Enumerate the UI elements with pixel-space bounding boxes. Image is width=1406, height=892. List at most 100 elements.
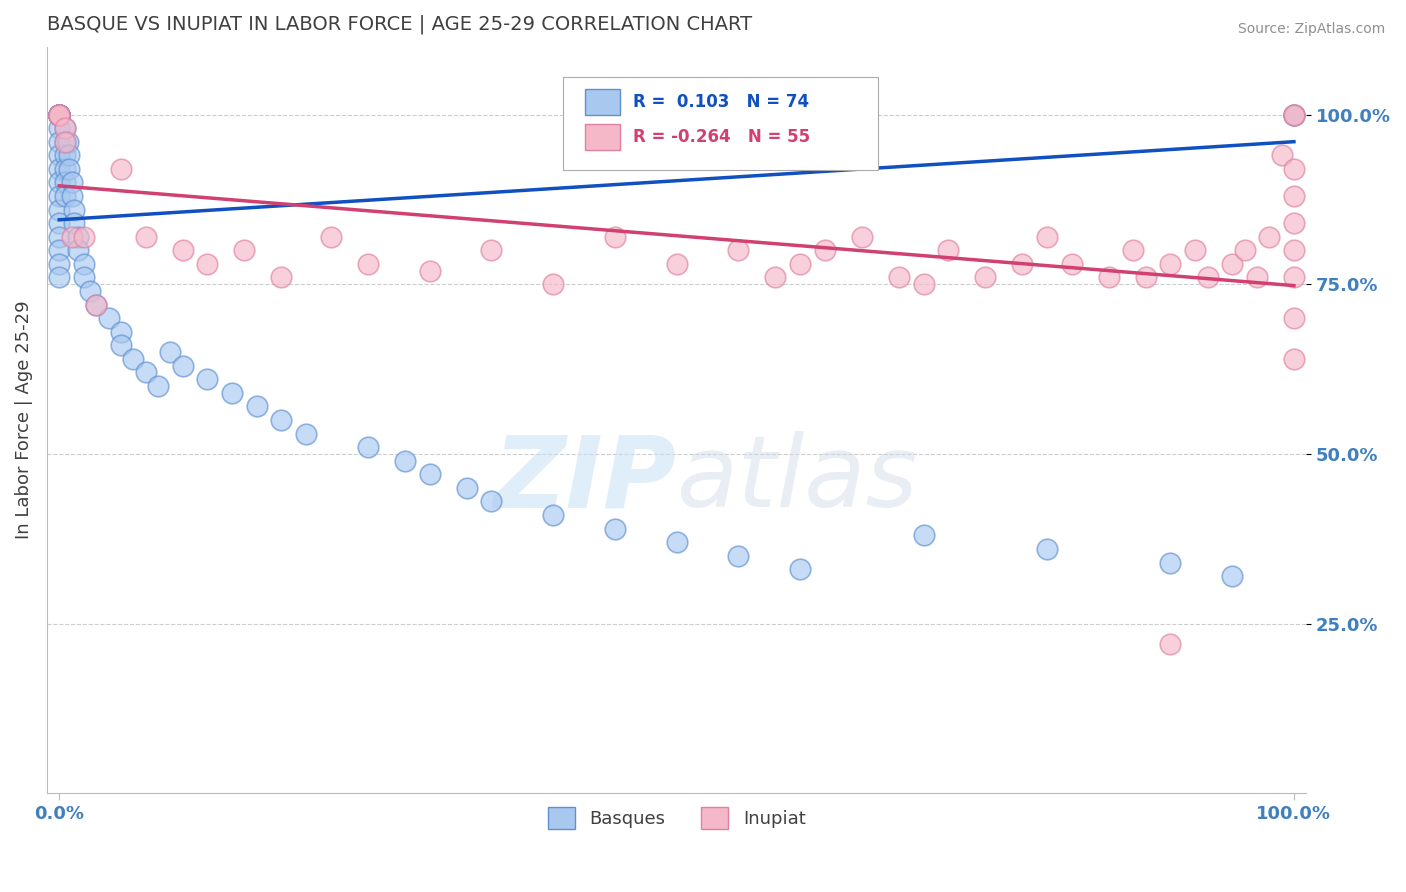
- Point: [851, 229, 873, 244]
- Point: [73, 257, 96, 271]
- Text: R = -0.264   N = 55: R = -0.264 N = 55: [633, 128, 810, 145]
- Point: [814, 244, 837, 258]
- Point: [357, 257, 380, 271]
- Point: [1036, 229, 1059, 244]
- Point: [1282, 107, 1305, 121]
- Point: [1122, 244, 1144, 258]
- Point: [48, 176, 70, 190]
- Point: [1282, 107, 1305, 121]
- Point: [394, 454, 416, 468]
- Point: [110, 325, 132, 339]
- Point: [56, 135, 79, 149]
- Legend: Basques, Inupiat: Basques, Inupiat: [540, 800, 813, 837]
- Point: [727, 244, 749, 258]
- Point: [48, 135, 70, 149]
- Point: [55, 148, 77, 162]
- Point: [159, 345, 181, 359]
- Point: [60, 229, 83, 244]
- Point: [665, 257, 688, 271]
- Point: [789, 257, 811, 271]
- Point: [48, 107, 70, 121]
- Y-axis label: In Labor Force | Age 25-29: In Labor Force | Age 25-29: [15, 301, 32, 540]
- Point: [1282, 270, 1305, 285]
- Point: [48, 202, 70, 217]
- Point: [456, 481, 478, 495]
- Point: [1159, 637, 1181, 651]
- Point: [1011, 257, 1033, 271]
- Point: [246, 400, 269, 414]
- Point: [270, 413, 292, 427]
- Point: [1282, 216, 1305, 230]
- Point: [419, 263, 441, 277]
- Point: [172, 359, 194, 373]
- Point: [48, 189, 70, 203]
- Point: [357, 440, 380, 454]
- Point: [319, 229, 342, 244]
- Point: [479, 244, 502, 258]
- Point: [48, 107, 70, 121]
- Point: [84, 297, 107, 311]
- Text: R =  0.103   N = 74: R = 0.103 N = 74: [633, 94, 808, 112]
- Point: [66, 244, 89, 258]
- Point: [55, 189, 77, 203]
- Point: [48, 107, 70, 121]
- Point: [48, 107, 70, 121]
- Point: [55, 161, 77, 176]
- Point: [1282, 107, 1305, 121]
- Point: [48, 161, 70, 176]
- Point: [48, 107, 70, 121]
- Point: [48, 121, 70, 136]
- Point: [172, 244, 194, 258]
- Point: [48, 107, 70, 121]
- Point: [110, 338, 132, 352]
- Point: [665, 535, 688, 549]
- Point: [55, 121, 77, 136]
- Point: [48, 107, 70, 121]
- Text: ZIP: ZIP: [494, 431, 676, 528]
- Point: [48, 244, 70, 258]
- Point: [936, 244, 959, 258]
- Point: [1282, 161, 1305, 176]
- Point: [48, 107, 70, 121]
- Point: [79, 284, 101, 298]
- Point: [419, 467, 441, 482]
- Point: [887, 270, 910, 285]
- Point: [479, 494, 502, 508]
- Point: [60, 189, 83, 203]
- Point: [1233, 244, 1256, 258]
- Point: [197, 372, 219, 386]
- Point: [1282, 311, 1305, 326]
- Point: [48, 107, 70, 121]
- Point: [84, 297, 107, 311]
- Text: Source: ZipAtlas.com: Source: ZipAtlas.com: [1237, 22, 1385, 37]
- Point: [48, 257, 70, 271]
- Point: [48, 107, 70, 121]
- Point: [221, 385, 243, 400]
- Point: [48, 229, 70, 244]
- Point: [55, 121, 77, 136]
- Point: [1159, 257, 1181, 271]
- Point: [1135, 270, 1157, 285]
- Text: atlas: atlas: [676, 431, 918, 528]
- Point: [73, 270, 96, 285]
- Point: [135, 366, 157, 380]
- Point: [603, 522, 626, 536]
- Point: [1282, 351, 1305, 366]
- Point: [1098, 270, 1121, 285]
- Point: [1282, 107, 1305, 121]
- Point: [73, 229, 96, 244]
- Point: [55, 135, 77, 149]
- Point: [55, 135, 77, 149]
- Point: [727, 549, 749, 563]
- Point: [1220, 257, 1243, 271]
- Point: [912, 528, 935, 542]
- Point: [48, 107, 70, 121]
- Point: [1271, 148, 1294, 162]
- Point: [1060, 257, 1083, 271]
- Point: [48, 107, 70, 121]
- Bar: [585, 124, 620, 150]
- Point: [541, 277, 564, 292]
- Point: [58, 148, 80, 162]
- Point: [912, 277, 935, 292]
- Point: [48, 107, 70, 121]
